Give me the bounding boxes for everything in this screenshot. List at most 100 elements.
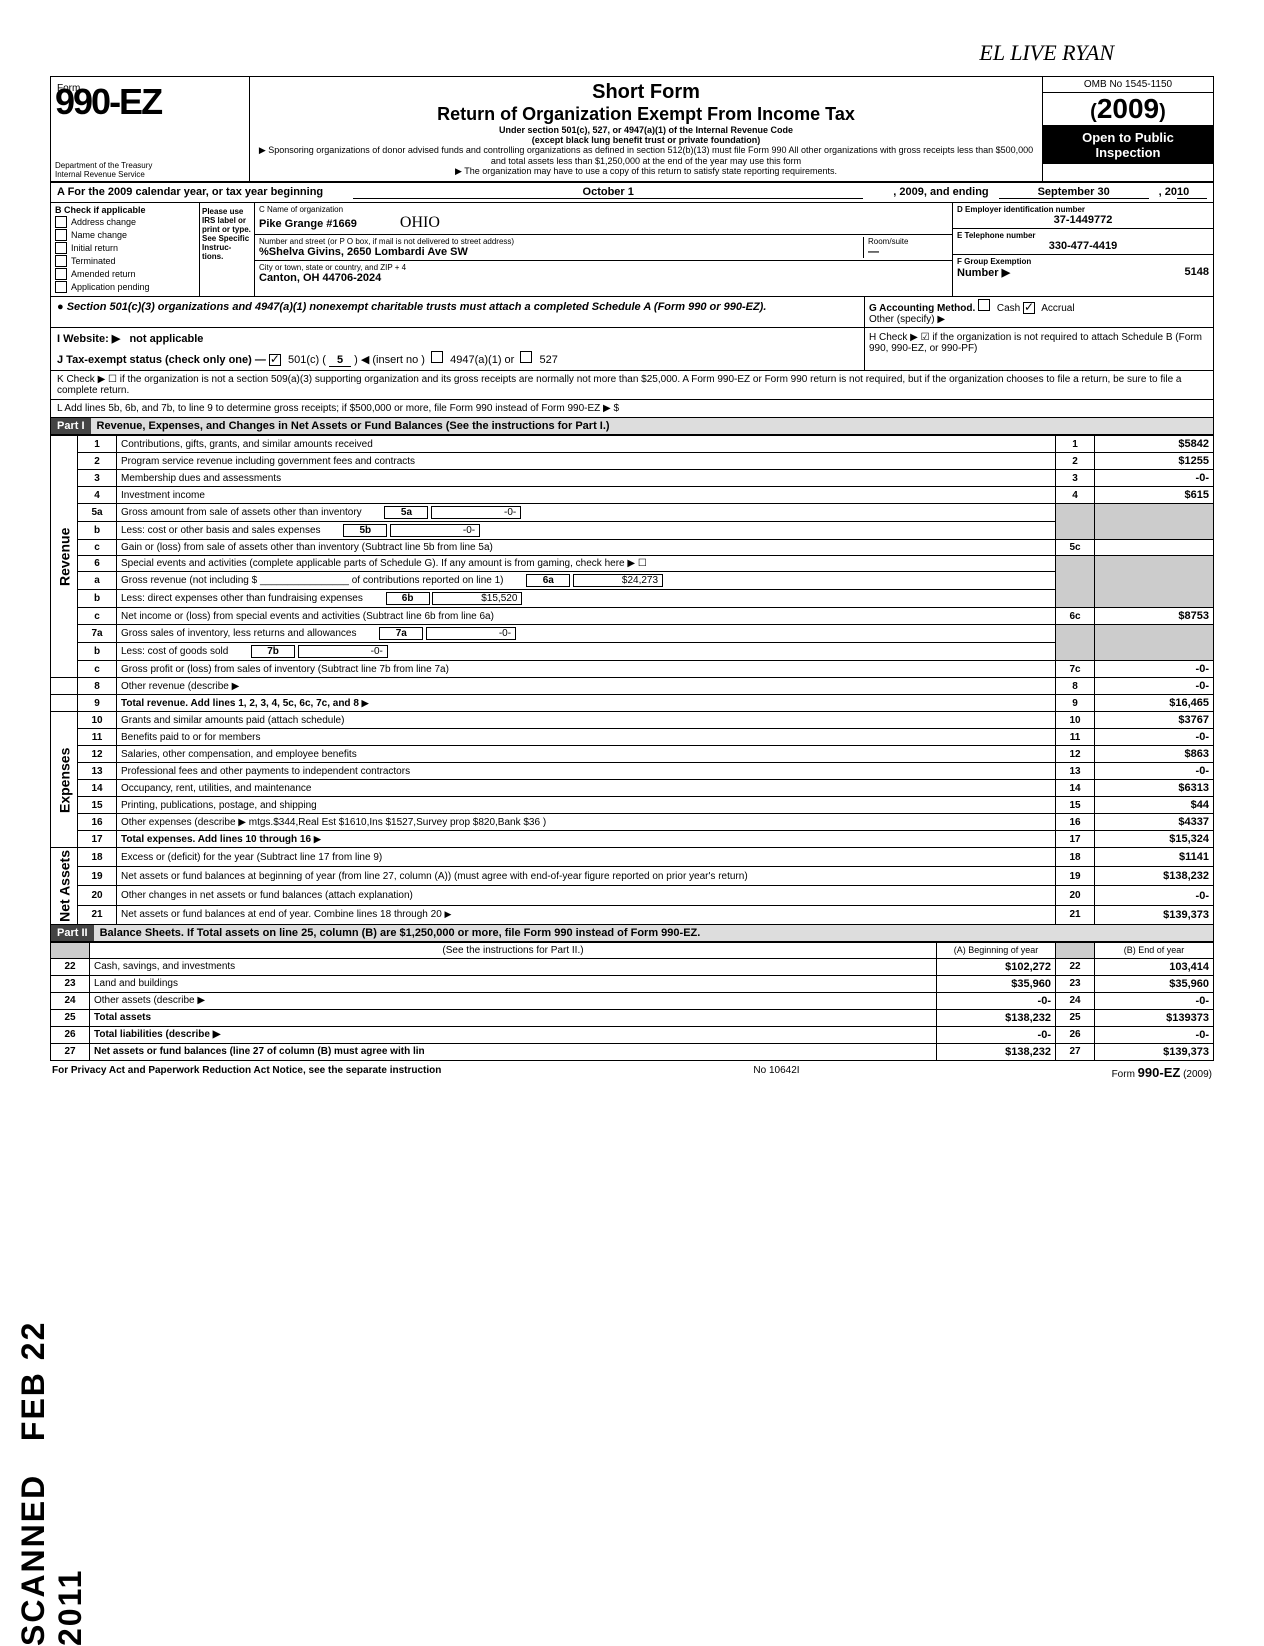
bs-24-a: -0- [937, 992, 1056, 1009]
bs-25-desc: Total assets [90, 1009, 937, 1026]
part-2-desc: Balance Sheets. If Total assets on line … [94, 925, 1213, 941]
org-room: — [868, 246, 879, 258]
right-info-column: D Employer identification number 37-1449… [952, 203, 1213, 296]
line-7c-amt: -0- [1095, 661, 1214, 678]
subtitle-1: Under section 501(c), 527, or 4947(a)(1)… [254, 125, 1038, 135]
line-12-amt: $863 [1095, 746, 1214, 763]
part-1-table: Revenue 1Contributions, gifts, grants, a… [50, 435, 1214, 925]
dept-label: Department of the TreasuryInternal Reven… [55, 161, 152, 179]
line-11-desc: Benefits paid to or for members [117, 729, 1056, 746]
form-title-box: Short Form Return of Organization Exempt… [250, 77, 1042, 181]
line-20-desc: Other changes in net assets or fund bala… [117, 886, 1056, 905]
check-501c[interactable] [269, 354, 281, 366]
check-name-change[interactable]: Name change [55, 229, 195, 241]
line-2-amt: $1255 [1095, 453, 1214, 470]
form-number-box: Form 990-EZ Department of the TreasuryIn… [51, 77, 250, 181]
line-6a: Gross revenue (not including $ _________… [117, 572, 1056, 590]
line-1-desc: Contributions, gifts, grants, and simila… [117, 436, 1056, 453]
part-1-header: Part I Revenue, Expenses, and Changes in… [50, 418, 1214, 435]
line-15-amt: $44 [1095, 797, 1214, 814]
short-form-title: Short Form [254, 81, 1038, 104]
line-6-desc: Special events and activities (complete … [117, 556, 1056, 572]
revenue-label: Revenue [51, 436, 78, 678]
line-13-amt: -0- [1095, 763, 1214, 780]
line-20-amt: -0- [1095, 886, 1214, 905]
line-1-amt: $5842 [1095, 436, 1214, 453]
bs-24-b: -0- [1095, 992, 1214, 1009]
check-h: H Check ▶ ☑ if the organization is not r… [864, 328, 1213, 370]
bs-25-a: $138,232 [937, 1009, 1056, 1026]
group-number-label: Number ▶ [957, 266, 1010, 279]
city-label: City or town, state or country, and ZIP … [259, 263, 948, 272]
ein-value: 37-1449772 [957, 214, 1209, 226]
line-6b: Less: direct expenses other than fundrai… [117, 590, 1056, 608]
check-pending[interactable]: Application pending [55, 281, 195, 293]
footer-privacy: For Privacy Act and Paperwork Reduction … [52, 1065, 441, 1080]
year-begin: October 1 [353, 186, 863, 199]
part-2-header: Part II Balance Sheets. If Total assets … [50, 925, 1214, 942]
phone-value: 330-477-4419 [957, 240, 1209, 252]
check-amended[interactable]: Amended return [55, 268, 195, 280]
org-name-label: C Name of organization [259, 205, 948, 214]
expenses-label: Expenses [51, 712, 78, 848]
check-k-row: K Check ▶ ☐ if the organization is not a… [50, 371, 1214, 400]
ein-label: D Employer identification number [957, 205, 1209, 214]
check-b-label: B Check if applicable [55, 205, 195, 215]
subtitle-4: ▶ The organization may have to use a cop… [254, 166, 1038, 177]
bs-see-instructions: (See the instructions for Part II.) [90, 942, 937, 958]
line-14-desc: Occupancy, rent, utilities, and maintena… [117, 780, 1056, 797]
line-21-desc: Net assets or fund balances at end of ye… [117, 905, 1056, 924]
website-label: I Website: ▶ [57, 333, 120, 345]
footer: For Privacy Act and Paperwork Reduction … [50, 1061, 1214, 1084]
bs-23-b: $35,960 [1095, 975, 1214, 992]
check-4947[interactable] [431, 351, 443, 363]
form-number: 990-EZ [55, 81, 245, 123]
line-16-desc: Other expenses (describe ▶ mtgs.$344,Rea… [117, 814, 1056, 831]
room-label: Room/suite [868, 237, 948, 246]
form-header: Form 990-EZ Department of the TreasuryIn… [50, 76, 1214, 183]
check-address-change[interactable]: Address change [55, 216, 195, 228]
bs-22-desc: Cash, savings, and investments [90, 958, 937, 975]
line-l-row: L Add lines 5b, 6b, and 7b, to line 9 to… [50, 400, 1214, 418]
bs-24-desc: Other assets (describe ▶ [90, 992, 937, 1009]
line-6c-desc: Net income or (loss) from special events… [117, 608, 1056, 625]
omb-number: OMB No 1545-1150 [1043, 77, 1213, 93]
org-name: Pike Grange #1669 [259, 218, 357, 230]
part-1-desc: Revenue, Expenses, and Changes in Net As… [91, 418, 1213, 434]
tax-year: (2009) [1043, 93, 1213, 126]
line-5c-desc: Gain or (loss) from sale of assets other… [117, 540, 1056, 556]
line-18-amt: $1141 [1095, 848, 1214, 867]
line-21-amt: $139,373 [1095, 905, 1214, 924]
check-accrual[interactable] [1023, 302, 1035, 314]
check-initial-return[interactable]: Initial return [55, 242, 195, 254]
bs-22-b: 103,414 [1095, 958, 1214, 975]
line-7c-desc: Gross profit or (loss) from sales of inv… [117, 661, 1056, 678]
line-2-desc: Program service revenue including govern… [117, 453, 1056, 470]
bs-27-b: $139,373 [1095, 1043, 1214, 1060]
tax-exempt-status: J Tax-exempt status (check only one) — 5… [57, 351, 858, 366]
line-5c-amt [1095, 540, 1214, 556]
line-8-desc: Other revenue (describe ▶ [117, 678, 1056, 695]
line-9-desc: Total revenue. Add lines 1, 2, 3, 4, 5c,… [117, 695, 1056, 712]
bs-23-a: $35,960 [937, 975, 1056, 992]
line-3-amt: -0- [1095, 470, 1214, 487]
line-14-amt: $6313 [1095, 780, 1214, 797]
website-row: I Website: ▶ not applicable J Tax-exempt… [50, 328, 1214, 371]
footer-cat-no: No 10642I [753, 1065, 799, 1080]
org-city: Canton, OH 44706-2024 [259, 272, 381, 284]
form-prefix: Form [57, 83, 80, 94]
org-name-handwritten: OHIO [400, 214, 440, 231]
line-4-desc: Investment income [117, 487, 1056, 504]
check-527[interactable] [520, 351, 532, 363]
check-terminated[interactable]: Terminated [55, 255, 195, 267]
bs-27-a: $138,232 [937, 1043, 1056, 1060]
bs-26-desc: Total liabilities (describe ▶ [90, 1026, 937, 1043]
line-6c-amt: $8753 [1095, 608, 1214, 625]
group-number: 5148 [1185, 266, 1209, 279]
balance-sheet-table: (See the instructions for Part II.) (A) … [50, 942, 1214, 1061]
bs-26-a: -0- [937, 1026, 1056, 1043]
check-cash[interactable] [978, 299, 990, 311]
bs-27-desc: Net assets or fund balances (line 27 of … [90, 1043, 937, 1060]
line-7b: Less: cost of goods sold 7b -0- [117, 643, 1056, 661]
line-3-desc: Membership dues and assessments [117, 470, 1056, 487]
